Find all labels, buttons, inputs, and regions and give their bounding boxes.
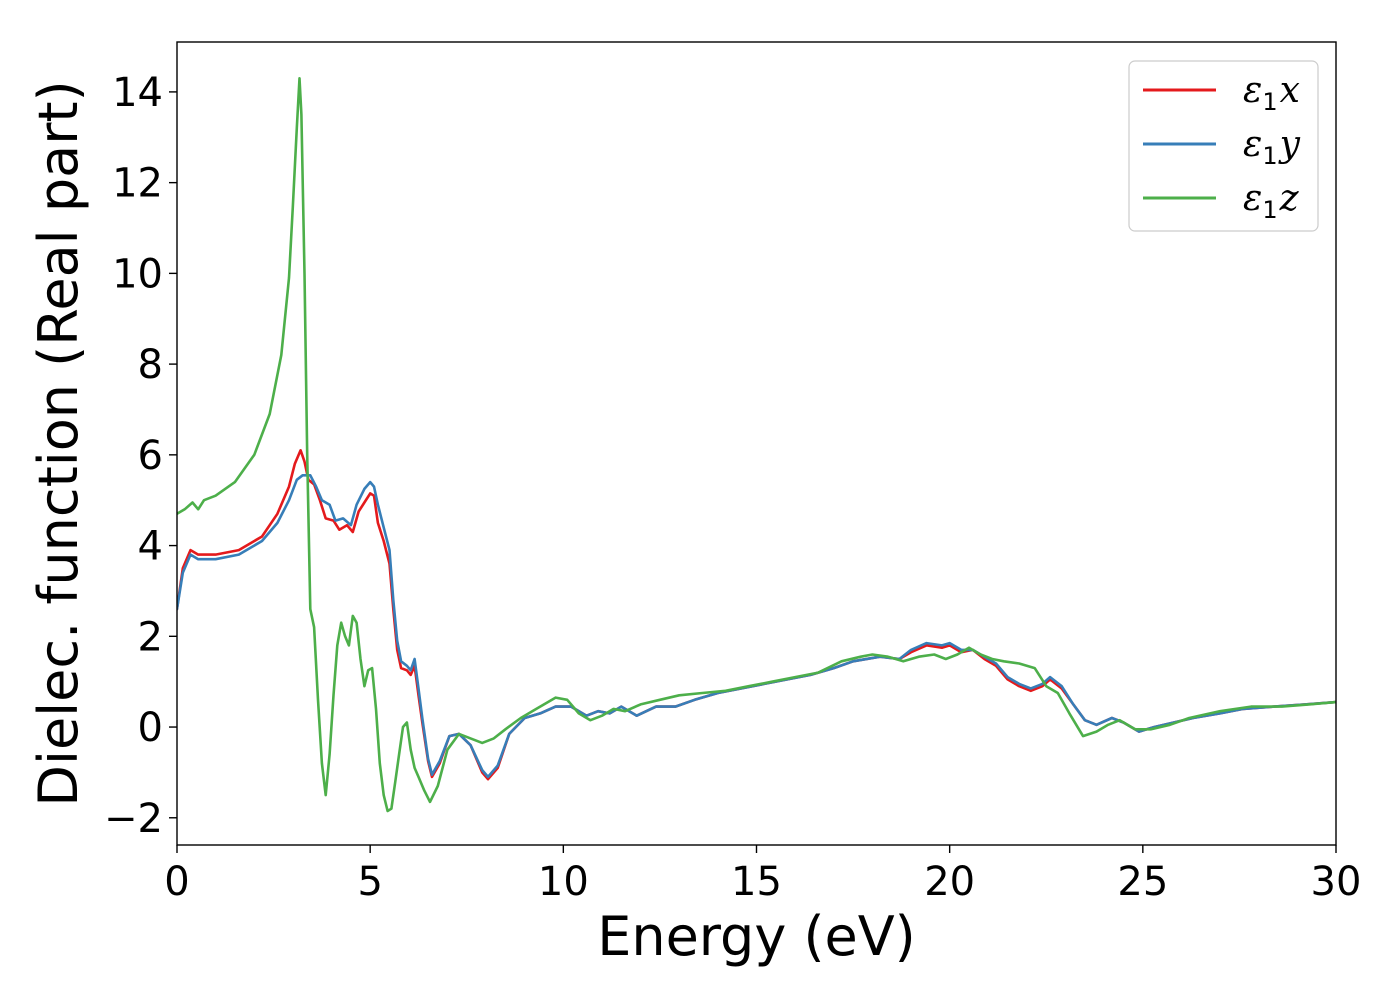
- x-tick-label: 15: [731, 859, 782, 905]
- legend-label-y: ε1y: [1243, 124, 1301, 170]
- legend-box: [1128, 60, 1319, 232]
- x-axis: 0 5 10 15 20 25 30: [164, 845, 1361, 905]
- y-tick-label: 10: [112, 251, 163, 297]
- y-tick-label: −2: [104, 796, 163, 842]
- x-tick-label: 0: [164, 859, 189, 905]
- y-tick-label: 0: [138, 705, 163, 751]
- series-line-z: [177, 77, 1336, 813]
- legend: ε1x ε1y ε1z: [1128, 60, 1319, 232]
- y-tick-label: 14: [112, 70, 163, 116]
- y-tick-label: 6: [138, 433, 163, 479]
- series-line-x: [177, 449, 1336, 781]
- x-tick-label: 5: [357, 859, 382, 905]
- series-layer: [177, 77, 1336, 813]
- x-tick-label: 20: [924, 859, 975, 905]
- y-tick-label: 12: [112, 161, 163, 207]
- x-tick-label: 25: [1117, 859, 1168, 905]
- legend-label-x: ε1x: [1243, 70, 1300, 116]
- y-tick-label: 2: [138, 614, 163, 660]
- x-axis-label: Energy (eV): [597, 905, 916, 968]
- y-axis-label: Dielec. function (Real part): [27, 80, 90, 806]
- series-line-y: [177, 474, 1336, 779]
- y-tick-label: 8: [138, 342, 163, 388]
- y-axis: −2 0 2 4 6 8 10 12 14: [104, 70, 177, 842]
- x-tick-label: 10: [538, 859, 589, 905]
- x-tick-label: 30: [1311, 859, 1362, 905]
- legend-label-z: ε1z: [1243, 178, 1300, 224]
- y-tick-label: 4: [138, 524, 163, 570]
